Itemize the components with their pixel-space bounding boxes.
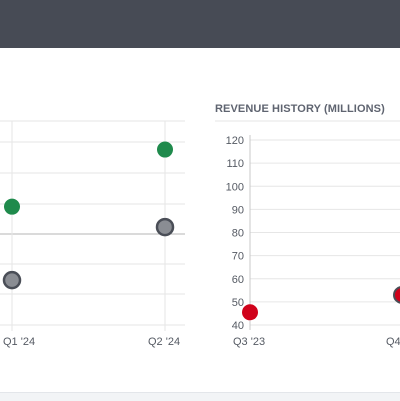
right-y-tick-label-1: 50 xyxy=(232,297,244,309)
right-y-tick-label-7: 110 xyxy=(226,158,244,170)
right-y-tick-label-0: 40 xyxy=(232,320,244,332)
right-x-tick-label-1: Q4 xyxy=(386,336,400,348)
right-y-tick-label-4: 80 xyxy=(232,228,244,240)
left-point-s1-0 xyxy=(2,270,22,290)
right-y-tick-label-2: 60 xyxy=(232,274,244,286)
right-y-tick-label-3: 70 xyxy=(232,251,244,263)
left-point-s0-0 xyxy=(4,198,20,215)
top-header-bar xyxy=(0,0,400,48)
left-point-s0-1 xyxy=(157,141,173,158)
right-point-0-1 xyxy=(393,286,400,304)
right-point-0-0 xyxy=(242,304,258,321)
right-y-tick-label-6: 100 xyxy=(226,181,244,193)
bottom-strip xyxy=(0,392,400,401)
chart-title-revenue-history: REVENUE HISTORY (MILLIONS) xyxy=(215,103,385,115)
revenue-history-chart: 40 50 60 70 80 90 100 110 120 Q3 '23 Q4 xyxy=(215,120,400,348)
left-x-tick-label-0: Q1 '24 xyxy=(3,336,35,348)
right-y-tick-label-5: 90 xyxy=(232,204,244,216)
right-x-tick-label-0: Q3 '23 xyxy=(233,336,265,348)
left-point-s1-1 xyxy=(155,217,175,237)
left-scatter-chart: Q1 '24 Q2 '24 xyxy=(0,120,185,348)
left-x-tick-label-1: Q2 '24 xyxy=(148,336,180,348)
right-y-tick-label-8: 120 xyxy=(226,135,244,147)
